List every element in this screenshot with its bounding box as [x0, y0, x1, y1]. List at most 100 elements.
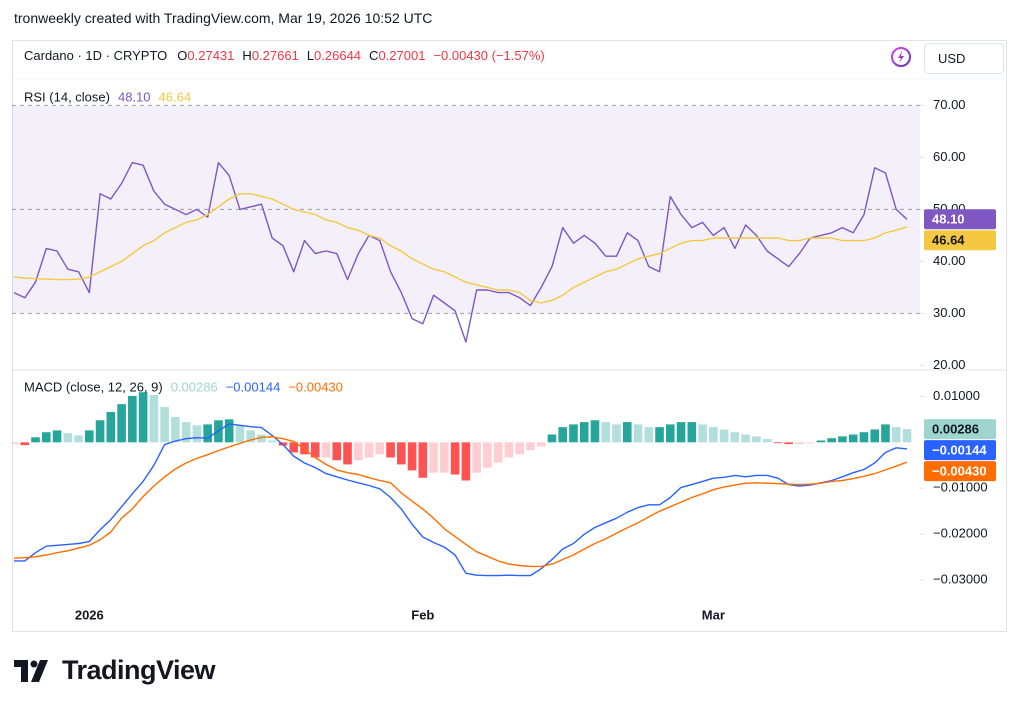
value-badge-label: −0.00430	[932, 464, 987, 479]
histogram-bar	[762, 439, 772, 443]
y-tick-label: 40.00	[933, 253, 966, 268]
histogram-bar	[20, 442, 30, 446]
histogram-bar	[827, 438, 836, 443]
y-tick-label: −0.01000	[933, 480, 988, 495]
histogram-bar	[515, 442, 524, 455]
histogram-bar	[644, 427, 654, 443]
histogram-bar	[622, 422, 632, 443]
histogram-bar	[375, 442, 385, 455]
value-badge	[924, 461, 996, 482]
histogram-bar	[698, 424, 707, 443]
histogram-bar	[343, 442, 352, 465]
y-tick-label: −0.02000	[933, 526, 988, 541]
ohlc-value: 0.27661	[251, 48, 299, 63]
ohlc-value: 0.26644	[314, 48, 362, 63]
y-tick-label: −0.03000	[933, 572, 988, 587]
value-badge	[924, 419, 996, 440]
histogram-bar	[848, 434, 858, 443]
histogram-bar	[902, 429, 912, 443]
histogram-bar	[397, 442, 406, 465]
histogram-bar	[569, 424, 578, 443]
histogram-bar	[526, 442, 535, 451]
histogram-bar	[407, 442, 417, 471]
histogram-bar	[483, 442, 492, 468]
histogram-bar	[149, 394, 159, 443]
ohlc-key: O	[177, 48, 188, 63]
histogram-bar	[870, 429, 880, 443]
symbol-row: Cardano · 1D · CRYPTO O 0.27431 H 0.27661 L 0…	[24, 48, 545, 63]
histogram-bar	[257, 434, 266, 443]
histogram-bar	[558, 427, 568, 443]
histogram-bar	[493, 442, 503, 463]
histogram-bar	[117, 404, 126, 443]
value-badge-label: 48.10	[932, 212, 965, 227]
currency-button[interactable]: USD	[924, 43, 1004, 74]
histogram-bar	[440, 442, 449, 473]
logo: TradingView	[14, 655, 216, 686]
histogram-bar	[386, 442, 395, 458]
ohlc-key: L	[306, 48, 315, 63]
histogram-bar	[267, 440, 277, 443]
rsi-band	[12, 105, 920, 314]
histogram-bar	[655, 427, 664, 443]
histogram-bar	[601, 422, 611, 443]
legend-value: 48.10	[118, 89, 151, 104]
y-tick-label: 60.00	[933, 149, 966, 164]
histogram-bar	[364, 442, 374, 458]
histogram-bar	[676, 422, 686, 443]
x-tick-label: 2026	[75, 607, 104, 622]
y-tick-label: 30.00	[933, 305, 966, 320]
histogram-bar	[181, 422, 191, 443]
histogram-bar	[784, 442, 793, 445]
histogram-bar	[795, 442, 804, 445]
histogram-bar	[719, 429, 729, 443]
x-tick-label: Feb	[411, 607, 434, 622]
line-series	[13, 193, 908, 304]
logo-text: TradingView	[62, 655, 216, 685]
histogram-bar	[95, 420, 105, 443]
value-badge-label: 0.00286	[932, 422, 979, 437]
histogram-bar	[160, 406, 169, 443]
histogram-bar	[418, 442, 428, 478]
histogram-bar	[665, 424, 675, 443]
histogram-bar	[106, 411, 116, 443]
histogram-bar	[547, 434, 557, 443]
histogram-bar	[450, 442, 460, 475]
plot	[12, 392, 912, 577]
histogram-bar	[709, 427, 718, 443]
histogram-bar	[816, 440, 826, 443]
legend-value: −0.00430	[288, 379, 343, 394]
icon	[891, 47, 911, 67]
histogram-bar	[730, 432, 740, 443]
histogram-bar	[838, 436, 847, 443]
ohlc-key: C	[369, 48, 379, 63]
histogram-bar	[74, 435, 83, 443]
histogram-bar	[138, 392, 148, 443]
histogram-bar	[472, 442, 481, 473]
value-badge-label: 46.64	[932, 233, 965, 248]
histogram-bar	[63, 433, 73, 443]
histogram-bar	[289, 442, 299, 453]
histogram-bar	[52, 430, 62, 443]
histogram-bar	[12, 442, 19, 445]
caption: tronweekly created with TradingView.com,…	[14, 10, 433, 26]
histogram-bar	[579, 422, 589, 443]
change: −0.00430 (−1.57%)	[433, 48, 545, 63]
value-badge	[924, 209, 996, 230]
histogram-bar	[310, 442, 320, 458]
histogram-bar	[300, 442, 309, 455]
legend-value: 0.00286	[171, 379, 218, 394]
histogram-bar	[612, 424, 621, 443]
y-tick-label: 70.00	[933, 97, 966, 112]
legend-value: 46.64	[159, 89, 192, 104]
histogram-bar	[741, 434, 750, 443]
histogram-bar	[235, 425, 245, 443]
histogram-bar	[536, 442, 546, 447]
value-badge-label: −0.00144	[932, 443, 987, 458]
histogram-bar	[805, 442, 815, 444]
histogram-bar	[773, 442, 783, 444]
histogram-bar	[859, 432, 869, 443]
histogram-bar	[31, 437, 40, 443]
ohlc-key: H	[242, 48, 252, 63]
